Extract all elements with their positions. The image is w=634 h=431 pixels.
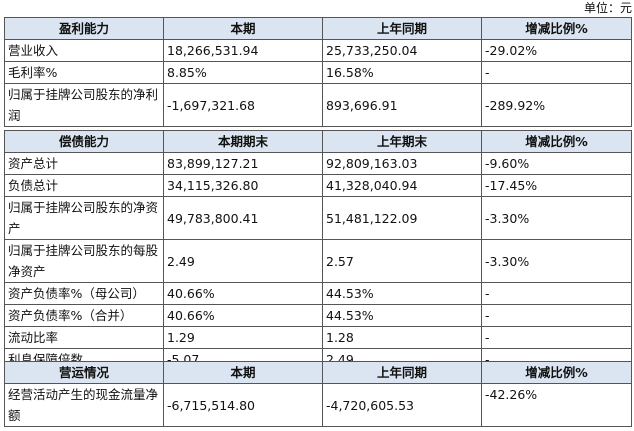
- table-cell: 归属于挂牌公司股东的净资产: [4, 196, 164, 240]
- table-row: 归属于挂牌公司股东的净利润 -1,697,321.68 893,696.91 -289…: [4, 83, 632, 127]
- table-cell: -29.02%: [481, 39, 632, 62]
- table-cell: 8.85%: [163, 61, 323, 84]
- table-row: 资产负债率%（母公司） 40.66% 44.53% -: [4, 282, 632, 305]
- table-cell: 40.66%: [163, 304, 323, 327]
- header-cell: 增减比例%: [481, 361, 632, 384]
- header-cell: 上年同期: [322, 17, 482, 40]
- header-cell: 本期: [163, 361, 323, 384]
- unit-label: 单位：元: [583, 1, 632, 15]
- table-row: 经营活动产生的现金流量净额 -6,715,514.80 -4,720,605.53-…: [4, 383, 632, 427]
- table-cell: -4,720,605.53: [322, 383, 482, 427]
- header-cell: 上年同期: [322, 361, 482, 384]
- header-cell: 偿债能力: [4, 130, 164, 153]
- header-cell: 上年期末: [322, 130, 482, 153]
- table-cell: 51,481,122.09: [322, 196, 482, 240]
- table-row: 资产总计 83,899,127.21 92,809,163.03 -9.60%: [4, 152, 632, 175]
- profitability-table: 盈利能力 本期 上年同期 增减比例% 营业收入 18,266,531.94 25,733,2…: [4, 17, 632, 127]
- header-row: 偿债能力 本期期末 上年期末 增减比例%: [4, 130, 632, 153]
- header-cell: 营运情况: [4, 361, 164, 384]
- table-cell: -: [481, 326, 632, 349]
- table-cell: 44.53%: [322, 282, 482, 305]
- table-cell: -3.30%: [481, 239, 632, 283]
- table-cell: 2.49: [163, 239, 323, 283]
- header-cell: 盈利能力: [4, 17, 164, 40]
- table-cell: 40.66%: [163, 282, 323, 305]
- table-cell: 营业收入: [4, 39, 164, 62]
- table-cell: -3.30%: [481, 196, 632, 240]
- table-cell: 归属于挂牌公司股东的净利润: [4, 83, 164, 127]
- table-cell: 资产总计: [4, 152, 164, 175]
- header-row: 营运情况 本期 上年同期 增减比例%: [4, 361, 632, 384]
- solvency-table: 偿债能力 本期期末 上年期末 增减比例% 资产总计 83,899,127.21 92,809…: [4, 130, 632, 371]
- header-cell: 本期期末: [163, 130, 323, 153]
- header-row: 盈利能力 本期 上年同期 增减比例%: [4, 17, 632, 40]
- table-cell: 经营活动产生的现金流量净额: [4, 383, 164, 427]
- table-cell: 1.29: [163, 326, 323, 349]
- table-row: 资产负债率%（合并） 40.66% 44.53% -: [4, 304, 632, 327]
- table-cell: -42.26%: [481, 383, 632, 427]
- table-cell: -289.92%: [481, 83, 632, 127]
- table-cell: 44.53%: [322, 304, 482, 327]
- header-cell: 本期: [163, 17, 323, 40]
- table-row: 负债总计 34,115,326.80 41,328,040.94 -17.45%: [4, 174, 632, 197]
- table-cell: 16.58%: [322, 61, 482, 84]
- table-cell: 92,809,163.03: [322, 152, 482, 175]
- table-cell: 1.28: [322, 326, 482, 349]
- header-cell: 增减比例%: [481, 17, 632, 40]
- table-cell: -: [481, 282, 632, 305]
- table-row: 毛利率% 8.85% 16.58% -: [4, 61, 632, 84]
- table-cell: 毛利率%: [4, 61, 164, 84]
- table-cell: 负债总计: [4, 174, 164, 197]
- table-cell: 25,733,250.04: [322, 39, 482, 62]
- table-cell: -1,697,321.68: [163, 83, 323, 127]
- operations-table: 营运情况 本期 上年同期 增减比例% 经营活动产生的现金流量净额 -6,715,514.8…: [4, 361, 632, 427]
- table-cell: 归属于挂牌公司股东的每股净资产: [4, 239, 164, 283]
- table-row: 营业收入 18,266,531.94 25,733,250.04 -29.02%: [4, 39, 632, 62]
- table-cell: 2.57: [322, 239, 482, 283]
- table-cell: -9.60%: [481, 152, 632, 175]
- table-cell: 18,266,531.94: [163, 39, 323, 62]
- table-row: 流动比率 1.29 1.28-: [4, 326, 632, 349]
- table-cell: -17.45%: [481, 174, 632, 197]
- table-cell: 资产负债率%（合并）: [4, 304, 164, 327]
- table-cell: 893,696.91: [322, 83, 482, 127]
- table-row: 归属于挂牌公司股东的净资产 49,783,800.41 51,481,122.09-…: [4, 196, 632, 240]
- table-cell: -6,715,514.80: [163, 383, 323, 427]
- table-cell: 41,328,040.94: [322, 174, 482, 197]
- table-cell: -: [481, 304, 632, 327]
- table-cell: 34,115,326.80: [163, 174, 323, 197]
- table-row: 归属于挂牌公司股东的每股净资产 2.49 2.57 -3.30%: [4, 239, 632, 283]
- table-cell: -: [481, 61, 632, 84]
- table-cell: 49,783,800.41: [163, 196, 323, 240]
- table-cell: 83,899,127.21: [163, 152, 323, 175]
- table-cell: 流动比率: [4, 326, 164, 349]
- header-cell: 增减比例%: [481, 130, 632, 153]
- table-cell: 资产负债率%（母公司）: [4, 282, 164, 305]
